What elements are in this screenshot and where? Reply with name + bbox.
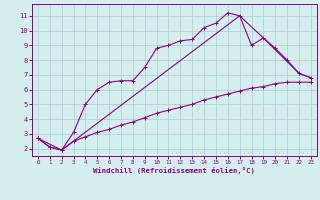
X-axis label: Windchill (Refroidissement éolien,°C): Windchill (Refroidissement éolien,°C) — [93, 167, 255, 174]
